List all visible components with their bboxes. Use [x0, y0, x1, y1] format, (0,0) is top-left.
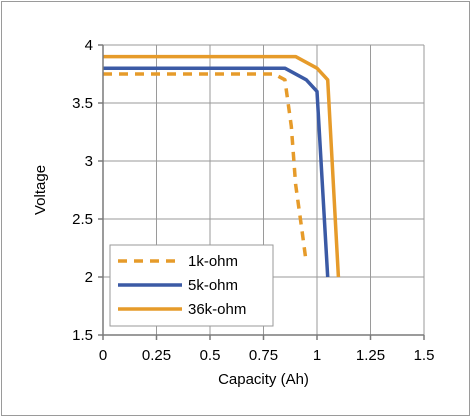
x-axis-label: Capacity (Ah) — [218, 371, 309, 388]
series-line-1k-ohm — [103, 72, 309, 264]
legend-label: 1k-ohm — [188, 253, 238, 270]
x-tick-label: 0 — [99, 347, 107, 364]
series-line-36k-ohm — [103, 54, 341, 278]
axes — [98, 44, 425, 340]
y-axis-label: Voltage — [32, 165, 49, 215]
legend-label: 36k-ohm — [188, 301, 246, 318]
y-tick-label: 2 — [85, 269, 93, 286]
tick-labels: 1.5 2 2.5 3 3.5 4 0 0.25 0.5 0.75 1 1.25 1.5 — [72, 37, 434, 364]
legend: 1k-ohm 5k-ohm 36k-ohm — [109, 244, 274, 327]
series-lines — [103, 54, 341, 278]
y-tick-label: 3 — [85, 153, 93, 170]
x-tick-label: 0.25 — [142, 347, 171, 364]
x-tick-label: 1.25 — [356, 347, 385, 364]
y-tick-label: 3.5 — [72, 95, 93, 112]
y-tick-label: 1.5 — [72, 327, 93, 344]
x-tick-label: 1 — [313, 347, 321, 364]
legend-label: 5k-ohm — [188, 277, 238, 294]
y-tick-label: 2.5 — [72, 211, 93, 228]
x-tick-label: 1.5 — [414, 347, 435, 364]
y-tick-label: 4 — [85, 37, 93, 54]
x-tick-label: 0.75 — [249, 347, 278, 364]
series-line-5k-ohm — [103, 66, 330, 278]
x-tick-label: 0.5 — [200, 347, 221, 364]
